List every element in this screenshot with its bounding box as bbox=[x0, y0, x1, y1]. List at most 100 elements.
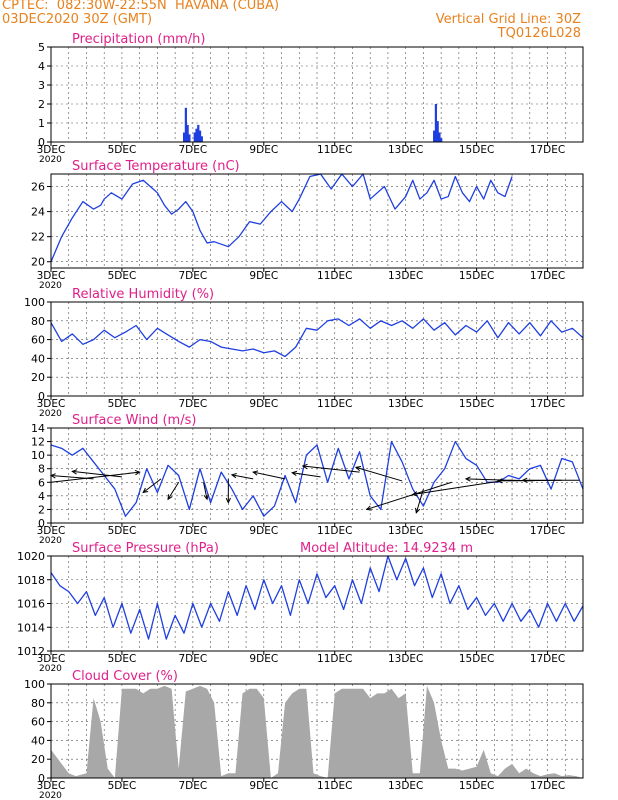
temp-xtick-label: 11DEC bbox=[317, 270, 352, 282]
rh-line bbox=[50, 318, 584, 358]
temp-ytick-label: 22 bbox=[31, 231, 45, 244]
precip-xtick-label: 9DEC bbox=[249, 144, 278, 156]
precip-bar bbox=[188, 134, 191, 142]
wind-xtick-label: 5DEC bbox=[108, 525, 137, 537]
wind-arrowhead bbox=[291, 470, 298, 476]
rh-xtick-label: 15DEC bbox=[459, 398, 494, 410]
temp-xtick-label: 13DEC bbox=[388, 270, 423, 282]
wind-xtick-label: 13DEC bbox=[388, 525, 423, 537]
precip-xtick-label: 3DEC bbox=[37, 144, 66, 156]
wind-frame bbox=[50, 427, 584, 524]
precip-bar bbox=[186, 124, 189, 142]
precip-bar bbox=[197, 124, 200, 142]
rh-ytick-label: 20 bbox=[31, 371, 45, 384]
model-code-header: TQ0126L028 bbox=[497, 26, 581, 41]
precip-xtick-label: 7DEC bbox=[178, 144, 207, 156]
cloud-ytick-label: 40 bbox=[31, 734, 45, 747]
rh-xtick-label: 17DEC bbox=[530, 398, 565, 410]
wind-arrowhead bbox=[496, 478, 503, 484]
precip-xtick-label: 11DEC bbox=[317, 144, 352, 156]
wind-ytick-label: 4 bbox=[38, 490, 45, 503]
temp-xtick-label: 15DEC bbox=[459, 270, 494, 282]
wind-arrowhead bbox=[301, 463, 308, 470]
rh-year-label: 2020 bbox=[39, 409, 62, 419]
wind-arrow bbox=[253, 471, 286, 480]
wind-xtick-label: 7DEC bbox=[178, 525, 207, 537]
rh-xtick-label: 9DEC bbox=[249, 398, 278, 410]
precip-bar bbox=[200, 136, 203, 142]
cloud-ytick-label: 20 bbox=[31, 753, 45, 766]
precip-frame bbox=[50, 46, 584, 143]
wind-arrow bbox=[50, 475, 94, 480]
precip-ytick-label: 0 bbox=[38, 136, 45, 149]
rh-xtick-label: 13DEC bbox=[388, 398, 423, 410]
pressure-ytick-label: 1014 bbox=[17, 621, 45, 634]
wind-arrow bbox=[142, 478, 162, 493]
pressure-ytick-label: 1016 bbox=[17, 598, 45, 611]
temp-xtick-label: 9DEC bbox=[249, 270, 278, 282]
rh-ytick-label: 40 bbox=[31, 352, 45, 365]
precip-bar bbox=[436, 121, 439, 142]
wind-arrowhead bbox=[230, 473, 237, 479]
pressure-xtick-label: 17DEC bbox=[530, 653, 565, 665]
precip-bar bbox=[183, 132, 186, 142]
cloud-xtick-label: 15DEC bbox=[459, 780, 494, 792]
wind-arrowhead bbox=[167, 494, 173, 501]
rh-ytick-label: 80 bbox=[31, 315, 45, 328]
wind-ytick-label: 10 bbox=[31, 449, 45, 462]
pressure-title: Surface Pressure (hPa) bbox=[72, 541, 219, 556]
wind-xtick-label: 9DEC bbox=[249, 525, 278, 537]
wind-arrow bbox=[231, 474, 254, 480]
precip-xtick-label: 13DEC bbox=[388, 144, 423, 156]
wind-arrow bbox=[292, 472, 321, 478]
precip-title: Precipitation (mm/h) bbox=[72, 32, 205, 47]
wind-xtick-label: 17DEC bbox=[530, 525, 565, 537]
pressure-xtick-label: 11DEC bbox=[317, 653, 352, 665]
wind-title: Surface Wind (m/s) bbox=[72, 413, 196, 428]
cloud-title: Cloud Cover (%) bbox=[72, 669, 178, 684]
wind-xtick-label: 11DEC bbox=[317, 525, 352, 537]
temp-line bbox=[50, 173, 513, 262]
cloud-xtick-label: 3DEC bbox=[37, 780, 66, 792]
wind-ytick-label: 6 bbox=[38, 476, 45, 489]
precip-xtick-label: 15DEC bbox=[459, 144, 494, 156]
wind-arrow bbox=[412, 480, 502, 495]
temp-ytick-label: 26 bbox=[31, 181, 45, 194]
precip-bar bbox=[193, 132, 196, 142]
cloud-year-label: 2020 bbox=[39, 791, 62, 800]
rh-xtick-label: 11DEC bbox=[317, 398, 352, 410]
wind-arrowhead bbox=[521, 477, 528, 483]
precip-ytick-label: 1 bbox=[38, 117, 45, 130]
wind-xtick-label: 15DEC bbox=[459, 525, 494, 537]
temp-frame bbox=[50, 173, 584, 269]
precip-ytick-label: 5 bbox=[38, 41, 45, 54]
model-altitude-label: Model Altitude: 14.9234 m bbox=[300, 541, 473, 556]
wind-xtick-label: 3DEC bbox=[37, 525, 66, 537]
temp-xtick-label: 3DEC bbox=[37, 270, 66, 282]
precip-xtick-label: 5DEC bbox=[108, 144, 137, 156]
wind-arrowhead bbox=[354, 466, 362, 472]
wind-arrowhead bbox=[464, 476, 471, 482]
temp-ytick-label: 24 bbox=[31, 206, 45, 219]
wind-arrowhead bbox=[252, 470, 259, 476]
wind-arrow bbox=[50, 471, 140, 483]
pressure-year-label: 2020 bbox=[39, 664, 62, 674]
precip-ytick-label: 2 bbox=[38, 98, 45, 111]
precip-xtick-label: 17DEC bbox=[530, 144, 565, 156]
temp-xtick-label: 7DEC bbox=[178, 270, 207, 282]
pressure-xtick-label: 9DEC bbox=[249, 653, 278, 665]
rh-frame bbox=[50, 301, 584, 397]
wind-ytick-label: 0 bbox=[38, 517, 45, 530]
rh-ytick-label: 60 bbox=[31, 334, 45, 347]
cloud-area bbox=[51, 685, 583, 778]
rh-xtick-label: 3DEC bbox=[37, 398, 66, 410]
pressure-xtick-label: 13DEC bbox=[388, 653, 423, 665]
temp-xtick-label: 5DEC bbox=[108, 270, 137, 282]
cloud-xtick-label: 11DEC bbox=[317, 780, 352, 792]
grid-line-header: Vertical Grid Line: 30Z bbox=[435, 12, 581, 27]
wind-arrowhead bbox=[415, 507, 421, 514]
wind-ytick-label: 14 bbox=[31, 422, 45, 435]
pressure-xtick-label: 3DEC bbox=[37, 653, 66, 665]
cloud-xtick-label: 7DEC bbox=[178, 780, 207, 792]
